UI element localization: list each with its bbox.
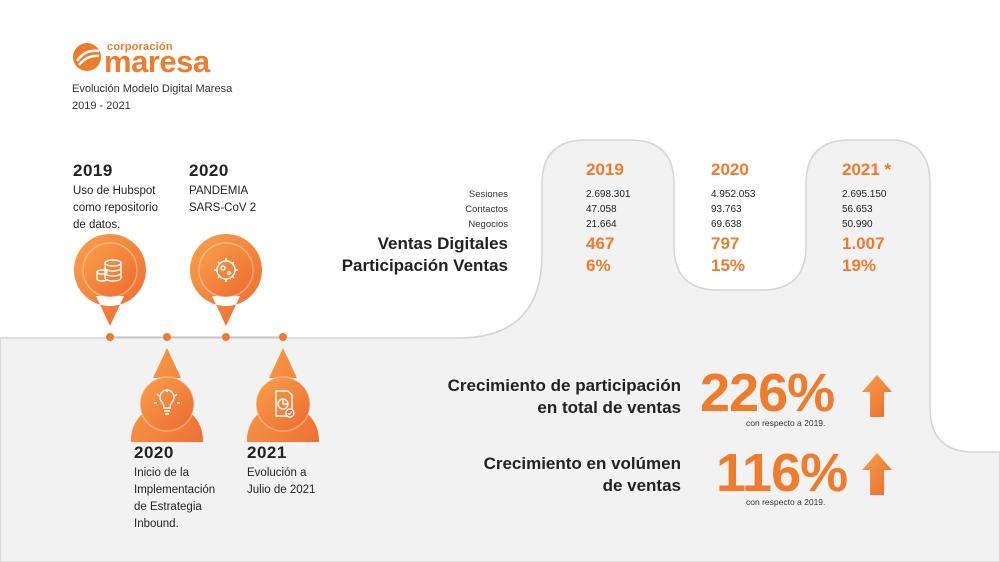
growth-value: 226% bbox=[700, 363, 835, 423]
timeline-dot bbox=[222, 333, 230, 341]
value-negocios: 50.990 bbox=[842, 219, 873, 230]
timeline-year: 2019 bbox=[73, 161, 113, 180]
metric-label-ventas-digitales: Ventas Digitales bbox=[377, 234, 508, 253]
value-participacion: 15% bbox=[711, 256, 746, 275]
column-year: 2021 * bbox=[842, 160, 892, 179]
value-negocios: 21.664 bbox=[586, 219, 617, 230]
database-icon bbox=[96, 259, 122, 282]
logo-maresa: maresa bbox=[104, 44, 210, 79]
timeline-pin-3 bbox=[131, 348, 203, 442]
value-participacion: 19% bbox=[842, 256, 877, 275]
timeline-year: 2021 bbox=[247, 443, 287, 462]
timeline-desc: Evolución a Julio de 2021 bbox=[247, 467, 316, 496]
lightbulb-icon bbox=[154, 389, 180, 415]
timeline-year: 2020 bbox=[134, 443, 174, 462]
page-title: Evolución Modelo Digital Maresa bbox=[72, 83, 233, 95]
value-ventas: 797 bbox=[711, 234, 740, 253]
report-chart-icon bbox=[275, 390, 295, 418]
value-contactos: 56.653 bbox=[842, 204, 873, 215]
growth-note: con respecto a 2019. bbox=[746, 418, 826, 428]
timeline-desc: PANDEMIA SARS-CoV 2 bbox=[189, 185, 257, 214]
value-ventas: 467 bbox=[586, 234, 615, 253]
metric-label-participacion: Participación Ventas bbox=[341, 256, 508, 275]
value-participacion: 6% bbox=[586, 256, 611, 275]
metric-label-negocios: Negocios bbox=[468, 219, 508, 230]
metric-label-contactos: Contactos bbox=[465, 204, 508, 215]
growth-value: 116% bbox=[716, 443, 848, 503]
gray-wave-panel bbox=[0, 139, 1000, 562]
value-sesiones: 2.698.301 bbox=[586, 189, 631, 200]
growth-label: Crecimiento en volúmen de ventas bbox=[483, 454, 681, 495]
column-year: 2020 bbox=[711, 160, 749, 179]
virus-icon bbox=[214, 258, 238, 282]
value-sesiones: 4.952.053 bbox=[711, 189, 756, 200]
arrow-up-icon bbox=[862, 453, 892, 495]
timeline-dot bbox=[106, 333, 114, 341]
timeline-desc: Inicio de la Implementación de Estrategia I… bbox=[134, 467, 216, 530]
value-contactos: 47.058 bbox=[586, 204, 617, 215]
arrow-up-icon bbox=[862, 375, 892, 417]
timeline-year: 2020 bbox=[189, 161, 229, 180]
value-contactos: 93.763 bbox=[711, 204, 742, 215]
growth-note: con respecto a 2019. bbox=[746, 497, 826, 507]
timeline-desc: Uso de Hubspot como repositorio de datos. bbox=[73, 185, 159, 231]
growth-label: Crecimiento de participación en total de … bbox=[447, 376, 681, 417]
timeline-dot bbox=[163, 333, 171, 341]
timeline-pin-2 bbox=[189, 234, 262, 326]
timeline-pin-1 bbox=[73, 234, 146, 326]
logo-corporacion: corporación bbox=[107, 41, 173, 53]
value-sesiones: 2.695.150 bbox=[842, 189, 887, 200]
value-ventas: 1.007 bbox=[842, 234, 885, 253]
timeline-pin-4 bbox=[247, 348, 319, 442]
column-year: 2019 bbox=[586, 160, 624, 179]
value-negocios: 69.638 bbox=[711, 219, 742, 230]
maresa-logo-mark-icon bbox=[73, 43, 101, 71]
metric-label-sesiones: Sesiones bbox=[468, 189, 508, 200]
timeline-dot bbox=[279, 333, 287, 341]
page-period: 2019 - 2021 bbox=[72, 100, 131, 112]
